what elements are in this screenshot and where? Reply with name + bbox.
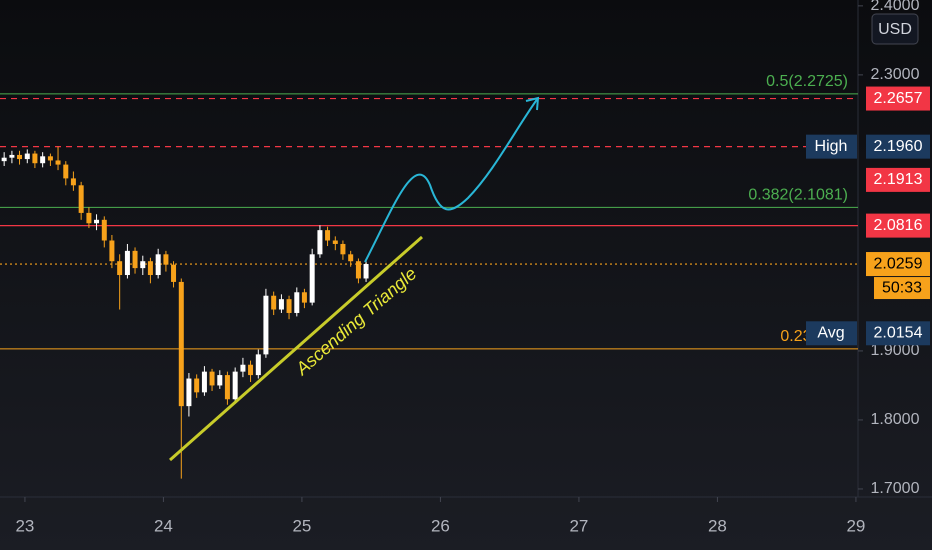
arrow-head	[525, 96, 540, 111]
countdown: 50:33	[882, 279, 922, 296]
candle-body	[232, 371, 238, 400]
candle-body	[63, 164, 69, 179]
candle-body	[332, 240, 338, 244]
price-tag-label: 2.0259	[874, 255, 923, 272]
candle-body	[55, 160, 61, 165]
tag-name-box	[806, 321, 857, 346]
candle-body	[124, 250, 130, 276]
candle-body	[355, 261, 361, 279]
y-tick-label: 2.4000	[871, 0, 920, 14]
candle-body	[140, 261, 146, 269]
candle-body	[70, 178, 76, 186]
price-tag	[866, 252, 930, 277]
candle-body	[240, 364, 246, 372]
candle-body	[24, 153, 30, 160]
countdown-box	[874, 277, 930, 300]
candle-body	[1, 157, 7, 162]
x-tick-label: 24	[154, 516, 173, 535]
candle-body	[224, 375, 230, 400]
x-tick-label: 27	[569, 516, 588, 535]
price-tag	[866, 213, 930, 238]
candle-body	[263, 295, 269, 355]
price-tag	[866, 134, 930, 159]
projection-arrow	[364, 97, 539, 263]
candle-body	[78, 185, 84, 213]
candle-body	[294, 292, 300, 313]
candle-body	[286, 299, 292, 313]
trend-line	[169, 235, 423, 462]
candle-body	[186, 378, 192, 407]
candle-body	[9, 154, 15, 158]
candle-body	[17, 154, 23, 160]
candle-body	[301, 292, 307, 303]
candle-body	[163, 254, 169, 265]
fib-label: 0.5(2.2725)	[766, 73, 848, 90]
candle-body	[117, 261, 123, 276]
candle-body	[317, 230, 323, 255]
x-tick-label: 26	[431, 516, 450, 535]
candle-body	[217, 375, 223, 386]
y-tick-label: 1.9000	[871, 342, 920, 359]
tag-name-box	[806, 134, 857, 159]
price-axis: 23 24 25 26 27 28 29 2.4000 2.3000 1.9000 1.8000 1.…	[15, 0, 930, 535]
candles	[1, 146, 369, 479]
y-tick-label: 2.3000	[871, 66, 920, 83]
price-tag-label: 2.1913	[874, 171, 923, 188]
price-tag-label: 2.1960	[874, 138, 923, 155]
candle-body	[109, 240, 115, 262]
price-tag	[866, 86, 930, 111]
candle-body	[278, 299, 284, 310]
candle-body	[325, 230, 331, 241]
y-tick-label: 1.7000	[871, 480, 920, 497]
x-tick-label: 25	[292, 516, 311, 535]
price-tag-label: 2.2657	[874, 90, 923, 107]
candle-body	[32, 153, 38, 164]
price-tag-label: 2.0154	[874, 325, 923, 342]
tag-name: High	[815, 138, 848, 155]
candle-body	[94, 219, 100, 224]
candle-body	[194, 378, 200, 393]
candle-body	[309, 254, 315, 303]
currency-box	[871, 13, 919, 45]
candle-body	[86, 212, 92, 224]
x-tick-label: 23	[15, 516, 34, 535]
candle-body	[132, 250, 138, 269]
candle-body	[255, 354, 261, 376]
price-tag-label: 2.0816	[874, 217, 923, 234]
candle-body	[47, 156, 53, 161]
candle-body	[271, 295, 277, 310]
x-tick-label: 28	[708, 516, 727, 535]
candle-body	[40, 156, 46, 164]
price-tag	[866, 321, 930, 346]
price-tag	[866, 167, 930, 192]
candle-body	[348, 254, 354, 262]
candle-body	[171, 264, 177, 282]
candle-body	[101, 219, 107, 241]
candle-body	[178, 281, 184, 407]
candle-body	[363, 263, 369, 279]
y-tick-label: 1.8000	[871, 411, 920, 428]
fib-label: 0.382(2.1081)	[748, 187, 848, 204]
tag-name: Avg	[817, 325, 844, 342]
candle-body	[155, 254, 161, 276]
overlays: 0.5(2.2725)0.382(2.1081)0.236(1.9	[0, 73, 858, 350]
candle-body	[340, 243, 346, 255]
candle-body	[209, 371, 215, 386]
candle-body	[248, 364, 254, 376]
x-tick-label: 29	[846, 516, 865, 535]
candle-body	[201, 371, 207, 393]
currency: USD	[878, 21, 912, 38]
candle-body	[147, 261, 153, 276]
